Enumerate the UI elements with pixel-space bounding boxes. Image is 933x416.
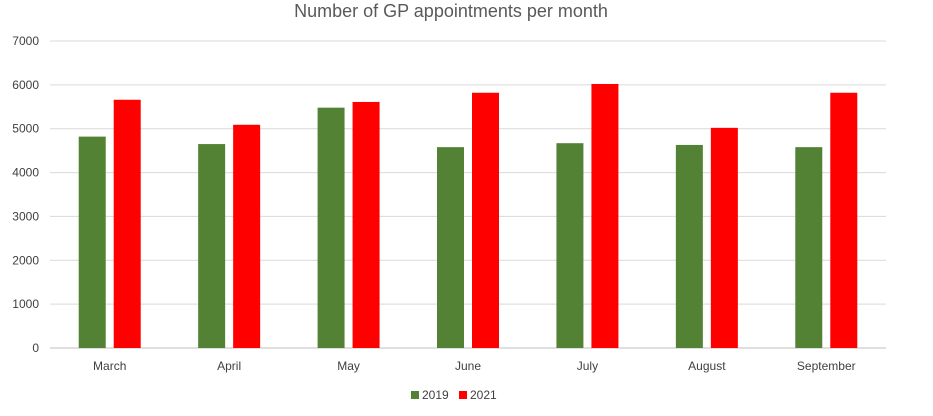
bar-2019-april — [198, 144, 226, 348]
bar-2019-august — [675, 144, 703, 348]
y-tick-label: 7000 — [12, 34, 39, 48]
chart-title: Number of GP appointments per month — [294, 1, 608, 21]
x-category-label: April — [217, 359, 241, 373]
y-tick-label: 0 — [32, 341, 39, 355]
x-category-label: March — [93, 359, 126, 373]
y-tick-label: 1000 — [12, 297, 39, 311]
x-axis-categories: March April May June July August September — [93, 359, 856, 373]
x-category-label: May — [337, 359, 360, 373]
y-tick-label: 4000 — [12, 166, 39, 180]
legend-swatch-2019 — [411, 391, 419, 399]
x-category-label: June — [455, 359, 481, 373]
bar-2021-september — [830, 92, 858, 348]
bar-2021-july — [591, 83, 619, 348]
bar-2019-june — [437, 147, 464, 348]
x-category-label: September — [797, 359, 856, 373]
bar-2019-may — [317, 107, 345, 348]
bar-2021-april — [233, 124, 261, 348]
x-category-label: July — [577, 359, 598, 373]
legend-label-2021: 2021 — [470, 388, 497, 402]
bar-2021-june — [472, 92, 499, 348]
gridlines — [50, 40, 886, 349]
bar-2019-march — [78, 136, 106, 348]
legend-label-2019: 2019 — [422, 388, 449, 402]
y-tick-label: 3000 — [12, 209, 39, 223]
bar-2019-july — [556, 143, 584, 348]
legend-swatch-2021 — [459, 391, 467, 399]
y-tick-label: 6000 — [12, 78, 39, 92]
y-tick-label: 2000 — [12, 253, 39, 267]
bar-2021-august — [710, 127, 738, 348]
y-axis-ticks: 0 1000 2000 3000 4000 5000 6000 7000 — [12, 34, 39, 355]
y-tick-label: 5000 — [12, 122, 39, 136]
legend: 2019 2021 — [411, 388, 497, 402]
bar-2021-may — [352, 101, 380, 348]
x-category-label: August — [688, 359, 726, 373]
bars — [78, 83, 858, 348]
bar-2021-march — [113, 99, 141, 348]
bar-2019-september — [795, 147, 823, 348]
